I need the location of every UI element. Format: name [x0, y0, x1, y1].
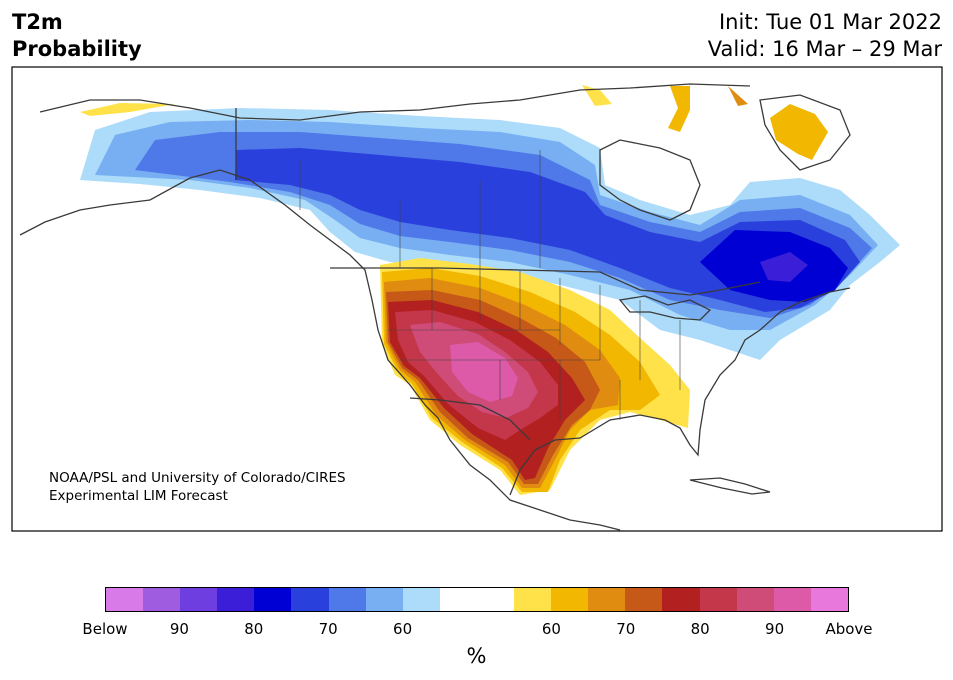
colorbar-tick-label: 70: [318, 620, 338, 638]
colorbar-tick-label: 70: [616, 620, 636, 638]
below-band-85: [760, 252, 808, 282]
colorbar-swatch: [551, 588, 589, 611]
title-line-2: Probability: [12, 37, 142, 61]
colorbar-swatch: [328, 588, 366, 611]
colorbar-tick-label: 80: [690, 620, 710, 638]
colorbar-swatch: [439, 588, 477, 611]
colorbar-tick-label: Below: [82, 620, 128, 638]
map-frame: [11, 66, 943, 532]
above-patch-arctic-3: [728, 86, 748, 106]
coastline-north: [39, 83, 751, 121]
colorbar-swatch: [217, 588, 255, 611]
above-patch-greenland: [770, 104, 828, 160]
credit-line-1: NOAA/PSL and University of Colorado/CIRE…: [49, 470, 346, 486]
title-line-1: T2m: [12, 10, 63, 34]
date-block: Init: Tue 01 Mar 2022 Valid: 16 Mar – 29…: [708, 9, 942, 63]
colorbar-swatch: [254, 588, 292, 611]
colorbar-tick-label: 60: [393, 620, 413, 638]
colorbar: [105, 587, 849, 612]
colorbar-labels: Below 90 80 70 60 60 70 80 90 Above: [0, 620, 953, 640]
credit-line-2: Experimental LIM Forecast: [49, 488, 228, 504]
colorbar-tick-label: Above: [825, 620, 873, 638]
colorbar-swatch: [365, 588, 403, 611]
colorbar-swatch: [402, 588, 440, 611]
above-patch-ak: [80, 103, 175, 116]
cuba: [689, 477, 771, 495]
state-lines: [299, 150, 681, 420]
colorbar-tick-label: 90: [765, 620, 785, 638]
colorbar-swatch: [699, 588, 737, 611]
credit-text: NOAA/PSL and University of Colorado/CIRE…: [49, 469, 346, 505]
coastline-west: [19, 169, 621, 531]
colorbar-unit: %: [466, 644, 487, 668]
greenland: [759, 94, 851, 171]
probability-map: [11, 66, 943, 532]
colorbar-swatch: [810, 588, 848, 611]
valid-date: Valid: 16 Mar – 29 Mar: [707, 37, 942, 61]
colorbar-swatch: [625, 588, 663, 611]
title-block: T2m Probability: [12, 9, 142, 63]
colorbar-swatch: [736, 588, 774, 611]
colorbar-swatch: [514, 588, 552, 611]
above-patch-arctic-1: [582, 85, 612, 106]
colorbar-swatch: [291, 588, 329, 611]
coastline-gulf: [509, 287, 851, 496]
border-us-mexico: [409, 397, 531, 441]
hudson-bay: [599, 139, 701, 221]
init-date: Init: Tue 01 Mar 2022: [718, 10, 942, 34]
colorbar-tick-label: 90: [169, 620, 189, 638]
colorbar-swatch: [662, 588, 700, 611]
colorbar-swatch: [476, 588, 515, 611]
colorbar-swatch: [106, 588, 144, 611]
colorbar-swatch: [773, 588, 811, 611]
colorbar-tick-label: 60: [541, 620, 561, 638]
below-band-75: [235, 148, 860, 312]
colorbar-tick-label: 80: [244, 620, 264, 638]
above-patch-arctic-2: [668, 86, 690, 132]
colorbar-swatch: [180, 588, 218, 611]
colorbar-swatch: [588, 588, 626, 611]
above-band-90: [450, 342, 518, 402]
colorbar-swatch: [143, 588, 181, 611]
